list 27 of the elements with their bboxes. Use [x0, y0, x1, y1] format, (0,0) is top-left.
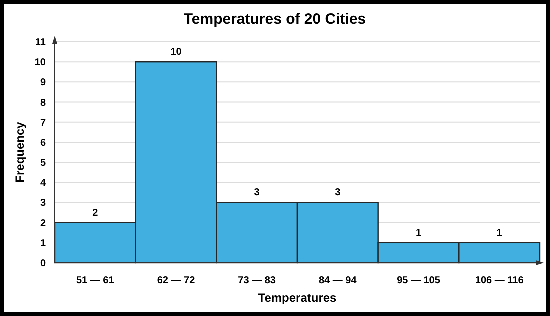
y-tick-label: 1 [40, 238, 46, 250]
y-tick-label: 2 [40, 218, 46, 230]
x-tick-label: 51 — 61 [76, 276, 115, 286]
x-tick-label: 73 — 83 [238, 276, 276, 286]
y-tick-label: 0 [40, 258, 46, 270]
data-label: 3 [335, 188, 342, 199]
x-tick-label: 84 — 94 [319, 276, 358, 286]
y-tick-label: 6 [40, 138, 46, 149]
y-tick-label: 5 [40, 158, 46, 170]
y-tick-label: 7 [40, 118, 46, 129]
data-label: 1 [496, 228, 503, 239]
y-tick-label: 11 [35, 38, 46, 48]
y-tick-label: 10 [34, 58, 46, 69]
y-tick-label: 9 [40, 78, 46, 89]
data-label: 3 [254, 188, 260, 199]
y-axis-title: Frequency [13, 122, 27, 183]
data-label: 2 [92, 208, 99, 219]
x-tick-label: 95 — 105 [397, 276, 441, 286]
y-tick-label: 8 [40, 98, 46, 109]
chart-title: Temperatures of 20 Cities [184, 11, 366, 28]
y-tick-label: 3 [40, 198, 46, 210]
y-tick-label: 4 [40, 178, 46, 190]
data-label: 1 [416, 228, 422, 239]
x-tick-label: 62 — 72 [157, 276, 196, 286]
x-tick-label: 106 — 116 [475, 276, 524, 286]
data-label: 10 [170, 47, 182, 58]
x-axis-title: Temperatures [258, 291, 338, 305]
